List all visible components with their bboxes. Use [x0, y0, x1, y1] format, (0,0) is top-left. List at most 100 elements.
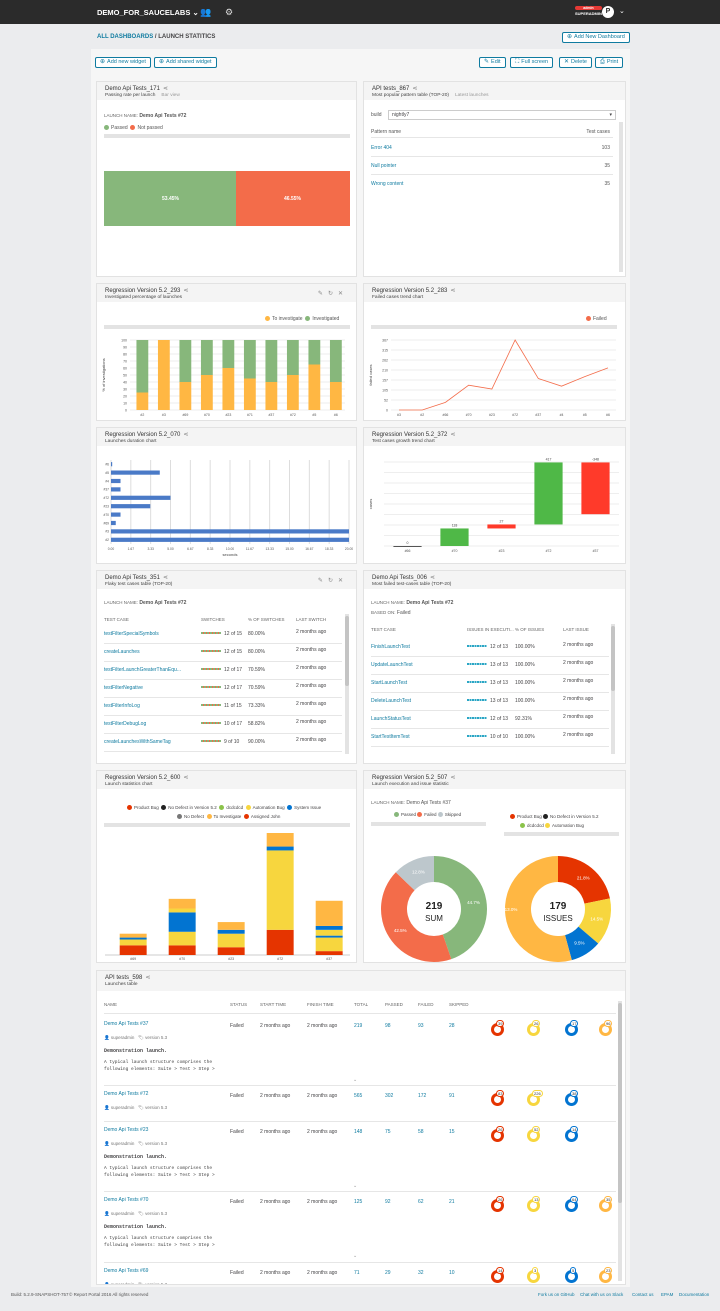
- expand-chevron-icon[interactable]: ⌄: [353, 1253, 358, 1259]
- scrollbar[interactable]: [611, 624, 615, 754]
- avatar[interactable]: P: [602, 6, 614, 18]
- version-tag[interactable]: version 5.3: [145, 1141, 168, 1146]
- cell-failed[interactable]: 58: [418, 1129, 424, 1135]
- cell-skipped[interactable]: 21: [449, 1199, 455, 1205]
- chevron-down-icon[interactable]: ⌄: [619, 8, 625, 15]
- failed-test-link[interactable]: StartTestItemTest: [371, 734, 410, 740]
- add-shared-widget-button[interactable]: ⊕ Add shared widget: [154, 57, 217, 68]
- share-icon[interactable]: ⋖: [183, 775, 189, 781]
- build-select[interactable]: nightly7 ▾: [388, 110, 616, 120]
- cell-passed[interactable]: 98: [385, 1023, 391, 1029]
- cell-total[interactable]: 565: [354, 1093, 363, 1099]
- user-block[interactable]: admin SUPERADMIN: [575, 6, 602, 16]
- close-icon[interactable]: ✕: [337, 291, 348, 297]
- launch-name-link[interactable]: Demo Api Tests #37: [104, 1021, 149, 1027]
- share-icon[interactable]: ⋖: [145, 975, 151, 981]
- version-tag[interactable]: version 5.3: [145, 1035, 168, 1040]
- cell-passed[interactable]: 29: [385, 1270, 391, 1276]
- scrollbar[interactable]: [345, 614, 349, 754]
- defect-donut-ab[interactable]: 52: [527, 1126, 541, 1142]
- scrollbar[interactable]: [619, 122, 623, 272]
- cell-passed[interactable]: 92: [385, 1199, 391, 1205]
- cell-total[interactable]: 148: [354, 1129, 363, 1135]
- footer-link-epam[interactable]: EPAM: [661, 1292, 674, 1297]
- scrollbar[interactable]: [104, 325, 350, 329]
- scrollbar[interactable]: [618, 1001, 622, 1281]
- share-icon[interactable]: ⋖: [429, 575, 435, 581]
- cell-failed[interactable]: 172: [418, 1093, 427, 1099]
- launch-name-link[interactable]: Demo Api Tests #23: [104, 1127, 149, 1133]
- defect-donut-ab[interactable]: 26: [527, 1020, 541, 1036]
- defect-donut-ab[interactable]: 226: [527, 1090, 543, 1106]
- expand-chevron-icon[interactable]: ⌄: [353, 1183, 358, 1189]
- share-icon[interactable]: ⋖: [450, 288, 456, 294]
- edit-button[interactable]: ✎ Edit: [479, 57, 506, 68]
- cell-passed[interactable]: 75: [385, 1129, 391, 1135]
- version-tag[interactable]: version 5.3: [145, 1282, 168, 1285]
- cell-failed[interactable]: 93: [418, 1023, 424, 1029]
- failed-test-link[interactable]: StartLaunchTest: [371, 680, 408, 686]
- version-tag[interactable]: version 5.3: [145, 1211, 168, 1216]
- defect-donut-pb[interactable]: 26: [491, 1126, 505, 1142]
- flaky-test-link[interactable]: createLaunchesWithSameTag: [104, 739, 171, 745]
- pattern-link[interactable]: Null pointer: [371, 163, 397, 169]
- defect-donut-ti[interactable]: 96: [599, 1020, 613, 1036]
- failed-test-link[interactable]: FinishLaunchTest: [371, 644, 410, 650]
- footer-link-docs[interactable]: Documentation: [679, 1292, 710, 1297]
- pattern-link[interactable]: Error 404: [371, 145, 392, 151]
- defect-donut-si[interactable]: 38: [565, 1090, 579, 1106]
- footer-link-slack[interactable]: Chat with us on Slack: [580, 1292, 624, 1297]
- footer-link-contact[interactable]: Contact us: [632, 1292, 654, 1297]
- defect-donut-pb[interactable]: 83: [491, 1090, 505, 1106]
- footer-link-github[interactable]: Fork us on GitHub: [538, 1292, 575, 1297]
- cell-total[interactable]: 71: [354, 1270, 360, 1276]
- failed-test-link[interactable]: UpdateLaunchTest: [371, 662, 413, 668]
- defect-donut-pb[interactable]: 14: [491, 1267, 505, 1283]
- defect-donut-ti[interactable]: 35: [599, 1196, 613, 1212]
- launch-name-link[interactable]: Demo Api Tests #72: [104, 1091, 149, 1097]
- defect-donut-ab[interactable]: 3: [527, 1267, 540, 1283]
- add-dashboard-button[interactable]: ⊕ Add New Dashboard: [562, 32, 630, 43]
- pencil-icon[interactable]: ✎: [317, 578, 328, 584]
- cell-total[interactable]: 125: [354, 1199, 363, 1205]
- delete-button[interactable]: ✕ Delete: [559, 57, 592, 68]
- cell-skipped[interactable]: 91: [449, 1093, 455, 1099]
- refresh-icon[interactable]: ↻: [327, 578, 338, 584]
- cell-passed[interactable]: 302: [385, 1093, 394, 1099]
- pattern-link[interactable]: Wrong content: [371, 181, 404, 187]
- defect-donut-ti[interactable]: 23: [599, 1267, 613, 1283]
- version-tag[interactable]: version 5.3: [145, 1105, 168, 1110]
- add-widget-button[interactable]: ⊕ Add new widget: [95, 57, 151, 68]
- cell-failed[interactable]: 62: [418, 1199, 424, 1205]
- print-button[interactable]: ⎙ Print: [595, 57, 624, 68]
- share-icon[interactable]: ⋖: [183, 288, 189, 294]
- breadcrumb-all-dashboards[interactable]: ALL DASHBOARDS: [97, 34, 154, 40]
- expand-chevron-icon[interactable]: ⌄: [353, 1077, 358, 1083]
- scrollbar[interactable]: [371, 325, 617, 329]
- scrollbar[interactable]: [504, 832, 619, 836]
- pencil-icon[interactable]: ✎: [317, 291, 328, 297]
- launch-name-link[interactable]: Demo Api Tests #69: [104, 1268, 149, 1274]
- flaky-test-link[interactable]: testFilterDebugLog: [104, 721, 147, 727]
- defect-donut-si[interactable]: 5: [565, 1267, 578, 1283]
- failed-test-link[interactable]: LaunchStatusTest: [371, 716, 411, 722]
- passed-bar[interactable]: 53.45%: [104, 171, 236, 226]
- share-icon[interactable]: ⋖: [162, 86, 168, 92]
- share-icon[interactable]: ⋖: [450, 775, 456, 781]
- members-icon[interactable]: 👥: [200, 7, 212, 17]
- flaky-test-link[interactable]: testFilterLaunchGreaterThanEqu...: [104, 667, 181, 673]
- defect-donut-si[interactable]: 64: [565, 1196, 579, 1212]
- cell-skipped[interactable]: 28: [449, 1023, 455, 1029]
- cell-total[interactable]: 219: [354, 1023, 363, 1029]
- project-selector[interactable]: DEMO_FOR_SAUCELABS ⌄: [97, 8, 199, 17]
- cell-skipped[interactable]: 15: [449, 1129, 455, 1135]
- share-icon[interactable]: ⋖: [162, 575, 168, 581]
- share-icon[interactable]: ⋖: [412, 86, 418, 92]
- cell-failed[interactable]: 32: [418, 1270, 424, 1276]
- scrollbar[interactable]: [104, 134, 350, 138]
- launch-name-link[interactable]: Demo Api Tests #70: [104, 1197, 149, 1203]
- share-icon[interactable]: ⋖: [183, 432, 189, 438]
- scrollbar[interactable]: [104, 823, 350, 827]
- flaky-test-link[interactable]: testFilterSpecialSymbols: [104, 631, 159, 637]
- scrollbar[interactable]: [371, 822, 486, 826]
